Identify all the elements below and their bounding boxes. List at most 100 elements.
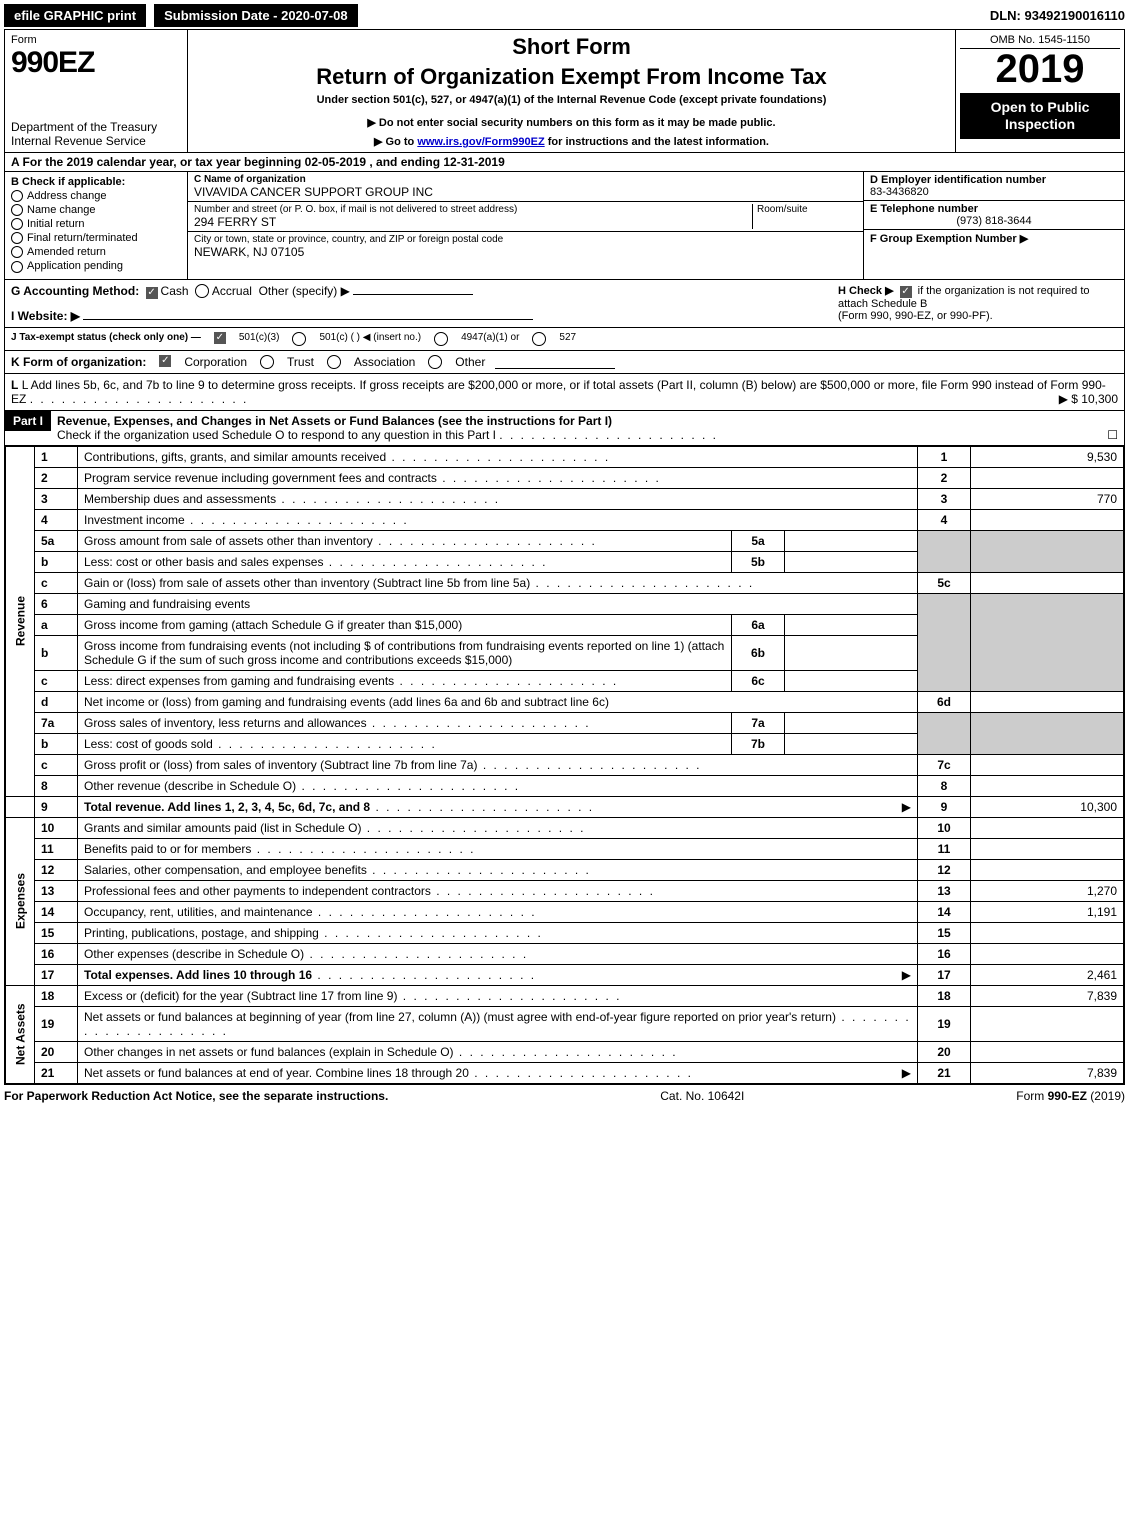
line-3: 3 Membership dues and assessments 3 770 [6, 488, 1124, 509]
line-6b: b Gross income from fundraising events (… [6, 635, 1124, 670]
col-b: B Check if applicable: Address change Na… [5, 172, 188, 279]
tax-year: 2019 [960, 49, 1120, 89]
l11-rn: 11 [918, 838, 971, 859]
l3-num: 3 [35, 488, 78, 509]
cb-other-icon[interactable] [428, 355, 442, 369]
subtitle: Under section 501(c), 527, or 4947(a)(1)… [198, 94, 945, 106]
l9-desc: Total revenue. Add lines 1, 2, 3, 4, 5c,… [84, 800, 370, 814]
l4-num: 4 [35, 509, 78, 530]
l16-desc: Other expenses (describe in Schedule O) [84, 947, 304, 961]
cb-cash-icon[interactable]: ✓ [146, 287, 158, 299]
l5b-num: b [35, 551, 78, 572]
j-opt3: 4947(a)(1) or [461, 332, 519, 346]
l1-num: 1 [35, 446, 78, 467]
efile-print-button[interactable]: efile GRAPHIC print [4, 4, 146, 27]
l20-val [971, 1041, 1124, 1062]
city-label: City or town, state or province, country… [194, 234, 857, 245]
cb-application-pending[interactable]: Application pending [11, 260, 181, 272]
l5b-inval [785, 551, 918, 572]
k-trust: Trust [287, 355, 314, 369]
l1-rn: 1 [918, 446, 971, 467]
cb-corp-icon[interactable]: ✓ [159, 355, 171, 367]
l4-val [971, 509, 1124, 530]
form-number: 990EZ [11, 46, 181, 80]
l6d-val [971, 691, 1124, 712]
cb-501c-icon[interactable] [292, 332, 306, 346]
l6a-desc: Gross income from gaming (attach Schedul… [84, 618, 462, 632]
g-other: Other (specify) ▶ [259, 284, 350, 298]
l4-rn: 4 [918, 509, 971, 530]
l6a-inval [785, 614, 918, 635]
l12-desc: Salaries, other compensation, and employ… [84, 863, 367, 877]
l13-rn: 13 [918, 880, 971, 901]
line-17: 17 Total expenses. Add lines 10 through … [6, 964, 1124, 985]
d-value: 83-3436820 [870, 186, 1118, 198]
cb-amended-return[interactable]: Amended return [11, 246, 181, 258]
line-1: Revenue 1 Contributions, gifts, grants, … [6, 446, 1124, 467]
l2-rn: 2 [918, 467, 971, 488]
d-label: D Employer identification number [870, 174, 1118, 186]
l21-num: 21 [35, 1062, 78, 1083]
street-label: Number and street (or P. O. box, if mail… [194, 204, 752, 215]
return-title: Return of Organization Exempt From Incom… [198, 64, 945, 90]
l6d-desc: Net income or (loss) from gaming and fun… [84, 695, 609, 709]
l6b-inval [785, 635, 918, 670]
l7b-num: b [35, 733, 78, 754]
part1-check-text: Check if the organization used Schedule … [57, 428, 496, 442]
cb-527-icon[interactable] [532, 332, 546, 346]
l5c-val [971, 572, 1124, 593]
cb-initial-return[interactable]: Initial return [11, 218, 181, 230]
l13-num: 13 [35, 880, 78, 901]
goto-prefix: ▶ Go to [374, 136, 417, 148]
l12-num: 12 [35, 859, 78, 880]
l6d-num: d [35, 691, 78, 712]
l6c-inval [785, 670, 918, 691]
l7c-desc: Gross profit or (loss) from sales of inv… [84, 758, 477, 772]
l6-rn-shaded [918, 593, 971, 614]
cb-4947-icon[interactable] [434, 332, 448, 346]
l6c-rn-shaded [918, 670, 971, 691]
l6c-num: c [35, 670, 78, 691]
group-exemption-cell: F Group Exemption Number ▶ [864, 230, 1124, 247]
city-cell: City or town, state or province, country… [188, 232, 863, 261]
l18-rn: 18 [918, 985, 971, 1006]
l19-num: 19 [35, 1006, 78, 1041]
netassets-label: Net Assets [6, 985, 35, 1083]
l20-rn: 20 [918, 1041, 971, 1062]
entity-grid: B Check if applicable: Address change Na… [5, 172, 1124, 280]
l6-desc: Gaming and fundraising events [84, 597, 250, 611]
l6a-in: 6a [732, 614, 785, 635]
l7b-val-shaded [971, 733, 1124, 754]
top-bar: efile GRAPHIC print Submission Date - 20… [4, 4, 1125, 27]
room-label: Room/suite [757, 204, 857, 215]
g-label: G Accounting Method: [11, 284, 139, 298]
h-form: (Form 990, 990-EZ, or 990-PF). [838, 310, 993, 322]
cb-501c3-icon[interactable]: ✓ [214, 332, 226, 344]
l7b-inval [785, 733, 918, 754]
cb-accrual-icon[interactable] [195, 284, 209, 298]
l1-val: 9,530 [971, 446, 1124, 467]
expenses-label: Expenses [6, 817, 35, 985]
e-label: E Telephone number [870, 203, 1118, 215]
cb-trust-icon[interactable] [260, 355, 274, 369]
cb-name-change[interactable]: Name change [11, 204, 181, 216]
row-j: J Tax-exempt status (check only one) — ✓… [5, 328, 1124, 351]
part1-header-row: Part I Revenue, Expenses, and Changes in… [5, 411, 1124, 446]
cb-schedule-b-icon[interactable]: ✓ [900, 286, 912, 298]
irs-link[interactable]: www.irs.gov/Form990EZ [417, 136, 544, 148]
l17-arrow: ▶ [902, 968, 911, 982]
part1-checkbox[interactable]: ☐ [1107, 428, 1118, 442]
cb-assoc-icon[interactable] [327, 355, 341, 369]
l6b-in: 6b [732, 635, 785, 670]
cb-address-change[interactable]: Address change [11, 190, 181, 202]
g-cash: Cash [161, 284, 189, 298]
cb-final-return[interactable]: Final return/terminated [11, 232, 181, 244]
l9-val: 10,300 [971, 796, 1124, 817]
l6c-desc: Less: direct expenses from gaming and fu… [84, 674, 394, 688]
l5b-in: 5b [732, 551, 785, 572]
l10-rn: 10 [918, 817, 971, 838]
l18-num: 18 [35, 985, 78, 1006]
form-header: Form 990EZ Department of the Treasury In… [5, 30, 1124, 153]
l10-num: 10 [35, 817, 78, 838]
k-label: K Form of organization: [11, 355, 146, 369]
